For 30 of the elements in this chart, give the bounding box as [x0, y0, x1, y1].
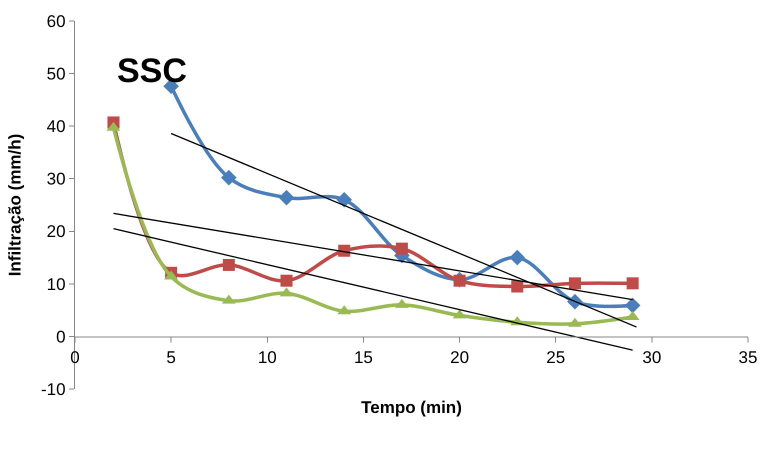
point — [336, 192, 352, 208]
point — [222, 258, 235, 271]
y-tick-label: 0 — [56, 327, 66, 346]
y-tick-label: 40 — [46, 117, 66, 136]
point — [221, 170, 237, 186]
y-tick-label: 10 — [46, 274, 66, 294]
point — [626, 277, 639, 290]
y-tick-label: 20 — [46, 222, 66, 242]
x-tick-label: 20 — [450, 348, 470, 367]
point — [278, 190, 294, 206]
point — [568, 277, 581, 290]
y-axis-title: Infiltração (mm/h) — [6, 134, 25, 276]
y-tick-label: 30 — [46, 170, 66, 189]
x-tick-label: 10 — [258, 348, 277, 367]
x-tick-label: 15 — [354, 348, 373, 367]
x-tick-label: 35 — [738, 348, 758, 367]
y-tick-label: -10 — [41, 380, 66, 399]
point — [511, 280, 524, 292]
point — [280, 274, 293, 287]
point — [396, 242, 408, 255]
x-tick-label: 30 — [642, 348, 662, 367]
x-tick-label: 5 — [166, 348, 176, 367]
x-axis-title: Tempo (min) — [361, 398, 462, 418]
x-tick-label: 0 — [70, 348, 80, 367]
point — [624, 298, 640, 314]
point — [509, 250, 526, 266]
x-tick-label: 25 — [546, 348, 566, 367]
y-tick-label: 50 — [46, 64, 66, 84]
annotation: SSC — [117, 52, 187, 90]
y-tick-label: 60 — [46, 12, 66, 31]
